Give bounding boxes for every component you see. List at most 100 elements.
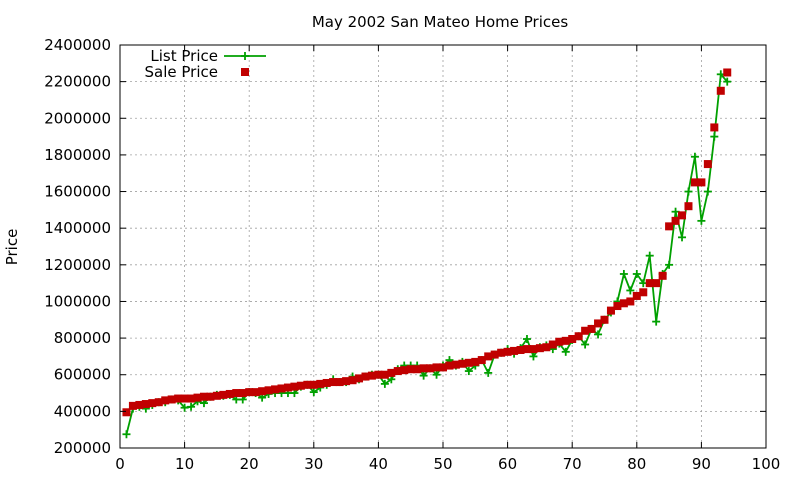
list-price-point: [432, 370, 441, 379]
list-price-point: [122, 430, 131, 439]
sale-price-point: [199, 392, 208, 401]
chart-title: May 2002 San Mateo Home Prices: [312, 13, 569, 31]
sale-price-point: [374, 370, 383, 379]
sale-price-point: [639, 288, 648, 297]
sale-price-point: [555, 337, 564, 346]
x-tick-label: 20: [240, 455, 259, 473]
sale-price-point: [309, 380, 318, 389]
sale-price-point: [238, 389, 247, 398]
sale-price-point: [277, 384, 286, 393]
sale-price-point: [568, 335, 577, 344]
sale-price-point: [684, 202, 693, 211]
x-tick-label: 80: [627, 455, 646, 473]
sale-price-point: [594, 319, 603, 328]
list-price-point: [309, 388, 318, 397]
legend-list-marker: [241, 52, 249, 60]
legend-label-sale-price: Sale Price: [145, 63, 218, 81]
list-price-point: [594, 330, 603, 339]
sale-price-point: [212, 391, 221, 400]
sale-price-point: [413, 365, 422, 374]
sale-price-point: [180, 394, 189, 403]
y-tick-label: 1000000: [44, 292, 111, 310]
sale-price-point: [367, 371, 376, 380]
y-tick-label: 1800000: [44, 146, 111, 164]
y-tick-label: 2400000: [44, 36, 111, 54]
list-price-point: [626, 286, 635, 295]
sale-price-point: [128, 401, 137, 410]
sale-price-point: [439, 363, 447, 372]
sale-price-point: [348, 376, 357, 385]
sale-price-point: [419, 364, 428, 373]
sale-price-point: [574, 332, 583, 341]
sale-price-point: [658, 271, 667, 280]
list-price-point: [710, 132, 719, 141]
sale-price-point: [451, 360, 460, 369]
sale-price-point: [671, 216, 680, 225]
sale-price-point: [703, 160, 712, 169]
x-tick-label: 100: [752, 455, 781, 473]
sale-price-point: [167, 395, 176, 404]
list-price-point: [632, 269, 641, 278]
list-price-point: [561, 347, 570, 356]
sale-price-point: [542, 343, 551, 352]
sale-price-point: [283, 383, 292, 392]
sale-price-point: [161, 396, 170, 405]
sale-price-point: [258, 387, 267, 396]
sale-price-point: [303, 380, 312, 389]
list-price-point: [522, 335, 531, 344]
list-price-point: [419, 371, 428, 380]
list-price-point: [678, 233, 687, 242]
y-tick-label: 800000: [54, 329, 111, 347]
x-tick-label: 90: [692, 455, 711, 473]
sale-price-point: [400, 366, 409, 375]
sale-price-point: [690, 178, 699, 187]
list-price-point: [665, 260, 674, 269]
x-tick-label: 70: [563, 455, 582, 473]
sale-price-point: [322, 378, 331, 387]
sale-price-point: [619, 299, 628, 308]
list-price-point: [380, 379, 389, 388]
sale-price-point: [251, 388, 260, 397]
list-price-point: [697, 216, 706, 225]
sale-price-point: [264, 386, 273, 395]
sale-price-point: [380, 370, 389, 379]
sale-price-point: [335, 378, 344, 387]
sale-price-point: [135, 400, 144, 409]
axis-ticks: 0 10 20 30 40 50 60 70 80 90 100 200000 400000 600000…: [44, 36, 780, 473]
sale-price-point: [206, 392, 215, 401]
sale-price-point: [426, 364, 435, 373]
sale-price-point: [316, 379, 325, 388]
x-tick-label: 40: [369, 455, 388, 473]
sale-price-point: [529, 345, 538, 354]
x-tick-label: 60: [498, 455, 517, 473]
x-tick-label: 30: [304, 455, 323, 473]
sale-price-point: [458, 359, 467, 368]
sale-price-point: [154, 398, 163, 407]
sale-price-point: [219, 390, 228, 399]
list-price-point: [703, 187, 712, 196]
list-price-point: [684, 187, 693, 196]
list-price-point: [652, 317, 661, 326]
sale-price-point: [464, 358, 473, 367]
y-tick-label: 2000000: [44, 109, 111, 127]
sale-price-point: [697, 178, 706, 187]
sale-price-point: [432, 363, 441, 372]
list-price-point: [581, 340, 590, 349]
grid-lines: [120, 45, 766, 448]
sale-price-point: [587, 324, 596, 333]
y-tick-label: 600000: [54, 366, 111, 384]
sale-price-point: [510, 346, 519, 355]
legend-sale-marker: [241, 68, 249, 76]
list-price-point: [690, 152, 699, 161]
data-series: [122, 68, 732, 439]
y-axis-label: Price: [3, 229, 21, 266]
sale-price-point: [665, 222, 674, 231]
sale-price-point: [522, 345, 531, 354]
sale-price-point: [122, 408, 131, 417]
sale-price-point: [477, 356, 486, 365]
sale-price-point: [329, 378, 338, 387]
x-tick-label: 10: [175, 455, 194, 473]
x-tick-label: 0: [115, 455, 125, 473]
